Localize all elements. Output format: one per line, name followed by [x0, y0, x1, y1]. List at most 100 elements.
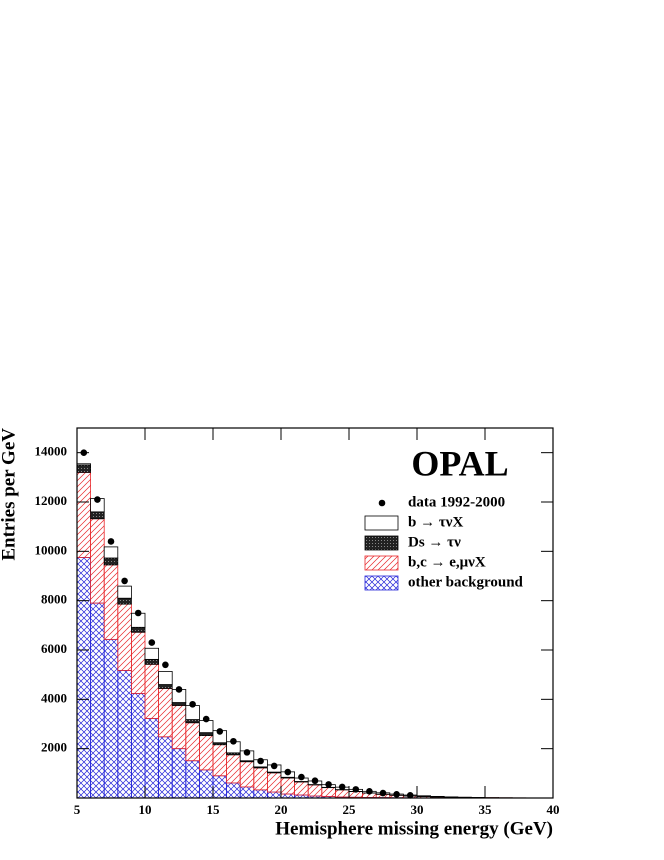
histogram-bar: [90, 602, 105, 799]
histogram-bar: [198, 735, 214, 771]
legend-label: b,c → e,μνX: [408, 554, 486, 570]
y-tick-label: 6000: [41, 641, 67, 656]
histogram-bar: [144, 718, 159, 799]
x-axis-label: Hemisphere missing energy (GeV): [275, 818, 553, 839]
data-point: [311, 777, 319, 785]
histogram-bar: [117, 670, 132, 799]
y-axis-label: Entries per GeV: [0, 428, 19, 561]
histogram-bar: [76, 557, 91, 799]
data-point: [121, 577, 128, 585]
histogram-bar: [185, 719, 200, 724]
data-point: [270, 762, 278, 770]
histogram-bar: [90, 511, 105, 520]
histogram-bar: [76, 471, 91, 558]
legend-swatch: [364, 555, 399, 571]
legend-label: data 1992-2000: [408, 494, 505, 510]
histogram-bar: [253, 789, 268, 799]
legend-label: b → τνX: [408, 514, 463, 530]
data-point: [162, 661, 169, 669]
data-point: [134, 609, 142, 617]
histogram-bar: [185, 705, 200, 720]
histogram-bar: [185, 722, 200, 762]
histogram-bar: [103, 557, 119, 566]
histogram-bar: [158, 684, 173, 689]
data-point: [352, 786, 360, 793]
histogram-bar: [226, 782, 241, 799]
histogram-bar: [171, 702, 187, 706]
data-point: [216, 728, 224, 735]
histogram-bar: [239, 761, 255, 788]
x-tick-label: 35: [479, 802, 493, 817]
histogram-bar: [117, 597, 132, 605]
y-tick-label: 2000: [41, 740, 67, 755]
histogram-bar: [212, 744, 227, 777]
histogram-bar: [239, 786, 255, 799]
histogram-bar: [266, 791, 282, 799]
legend-label: Ds → τν: [408, 534, 461, 550]
data-point: [148, 639, 156, 646]
histogram-bar: [280, 777, 296, 795]
x-tick-label: 5: [74, 802, 81, 817]
data-point: [379, 789, 387, 797]
histogram-bar: [144, 647, 159, 660]
data-point: [189, 700, 196, 708]
data-point: [202, 715, 210, 723]
histogram-bar: [158, 671, 173, 685]
histogram-bar: [76, 463, 91, 466]
histogram-bar: [334, 789, 350, 798]
legend-swatch: [364, 515, 399, 531]
histogram-bar: [130, 626, 146, 633]
histogram-bar: [212, 775, 227, 799]
x-tick-label: 40: [547, 802, 560, 817]
histogram-bar: [103, 564, 119, 640]
histogram-bar: [253, 767, 268, 791]
histogram-bar: [158, 736, 173, 799]
data-point: [406, 791, 414, 799]
x-tick-label: 10: [139, 802, 152, 817]
histogram-bar: [171, 748, 187, 799]
histogram-bar: [266, 772, 282, 793]
y-tick-label: 14000: [35, 444, 68, 459]
histogram-bar: [185, 760, 200, 799]
data-point: [175, 686, 183, 693]
plot-frame: [76, 427, 554, 799]
data-point: [107, 538, 115, 545]
legend-marker: [378, 499, 386, 507]
x-tick-label: 15: [207, 802, 221, 817]
y-tick-label: 12000: [35, 493, 68, 508]
histogram-bar: [198, 769, 214, 799]
data-point: [338, 783, 346, 791]
data-point: [298, 773, 305, 781]
chart-title: OPAL: [411, 443, 508, 483]
histogram-bar: [76, 464, 91, 473]
histogram-bar: [321, 787, 336, 797]
data-point: [94, 496, 101, 503]
histogram-bar: [103, 638, 119, 799]
data-point: [257, 757, 264, 765]
histogram-bar: [416, 795, 432, 797]
histogram-bar: [117, 585, 132, 599]
y-tick-label: 10000: [35, 542, 68, 557]
histogram-bar: [144, 663, 159, 719]
data-point: [243, 749, 251, 756]
data-point: [366, 788, 373, 795]
data-point: [325, 781, 332, 788]
legend-swatch: [364, 575, 399, 591]
histogram-bar: [171, 705, 187, 750]
data-point: [393, 791, 400, 798]
histogram-bar: [130, 631, 146, 694]
data-point: [284, 768, 292, 776]
legend-label: other background: [408, 574, 524, 590]
histogram-bar: [307, 784, 323, 797]
x-tick-label: 20: [275, 802, 288, 817]
legend-swatch: [364, 535, 399, 551]
histogram-bar: [144, 658, 159, 665]
histogram-bar: [130, 693, 146, 799]
histogram-bar: [294, 781, 309, 796]
histogram-bar: [226, 754, 241, 784]
histogram-bar: [198, 732, 214, 736]
x-tick-label: 30: [411, 802, 424, 817]
y-tick-label: 8000: [41, 592, 67, 607]
histogram-bar: [158, 688, 173, 738]
